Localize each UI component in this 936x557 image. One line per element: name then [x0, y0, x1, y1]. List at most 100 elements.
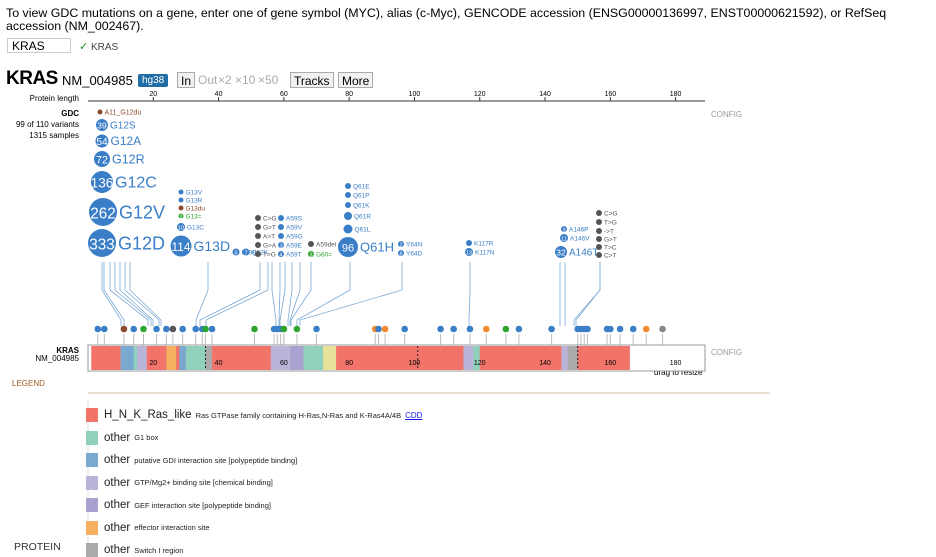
- mutation-lollipop[interactable]: A59S: [278, 215, 303, 222]
- protein-domain[interactable]: [120, 346, 134, 370]
- mutation-lollipop[interactable]: A>T: [255, 233, 275, 240]
- mutation-lollipop[interactable]: 262 G12V: [89, 198, 165, 226]
- mutation-lollipop[interactable]: A59V: [278, 224, 303, 231]
- mutation-disc[interactable]: [629, 325, 637, 333]
- mutation-lollipop[interactable]: 54 G12A: [95, 134, 142, 148]
- mutation-lollipop[interactable]: 2 Y64N: [398, 241, 423, 248]
- mutation-lollipop[interactable]: T>G: [596, 219, 617, 226]
- genome-badge[interactable]: hg38: [138, 74, 169, 87]
- protein-domain[interactable]: [303, 346, 324, 370]
- mutation-disc[interactable]: [616, 325, 624, 333]
- protein-domain[interactable]: [561, 346, 568, 370]
- mutation-lollipop[interactable]: 6 Y64D: [398, 250, 423, 257]
- protein-domain[interactable]: [463, 346, 474, 370]
- cdd-link[interactable]: CDD: [405, 410, 423, 420]
- mutation-disc[interactable]: [179, 325, 186, 333]
- protein-domain[interactable]: [185, 346, 206, 370]
- mutation-lollipop[interactable]: 39 G12S: [96, 119, 136, 132]
- mutation-disc[interactable]: [251, 325, 258, 333]
- mutation-disc[interactable]: [101, 325, 108, 333]
- tracks-button[interactable]: Tracks: [290, 72, 334, 88]
- mutation-lollipop[interactable]: C>T: [596, 252, 616, 259]
- mutation-lollipop[interactable]: A11_G12du: [97, 109, 142, 116]
- mutation-disc[interactable]: [169, 325, 177, 333]
- protein-domain[interactable]: [567, 346, 578, 370]
- mutation-disc[interactable]: [515, 325, 523, 333]
- protein-domain[interactable]: [323, 346, 337, 370]
- mutation-lollipop[interactable]: 3 A146P: [561, 226, 589, 233]
- protein-domain[interactable]: [136, 346, 147, 370]
- mutation-disc[interactable]: [208, 325, 216, 333]
- mutation-disc[interactable]: [548, 325, 555, 333]
- mutation-disc[interactable]: [466, 325, 474, 333]
- mutation-lollipop[interactable]: T>C: [596, 244, 617, 251]
- mutation-lollipop[interactable]: G13du: [178, 205, 206, 212]
- mutation-lollipop[interactable]: 136 G12C: [91, 171, 157, 193]
- mutation-lollipop[interactable]: 10 G13C: [177, 223, 204, 231]
- mutation-disc[interactable]: [502, 325, 510, 333]
- mutation-disc[interactable]: [381, 325, 389, 333]
- mutation-lollipop[interactable]: G13V: [178, 189, 203, 196]
- mutation-disc[interactable]: [280, 325, 288, 333]
- protein-config-button[interactable]: CONFIG: [711, 348, 743, 357]
- mutation-disc[interactable]: [482, 325, 490, 333]
- mutation-disc[interactable]: [401, 325, 408, 333]
- protein-bar[interactable]: 20 40 60 80 100 120 140 160 180: [87, 344, 706, 372]
- more-button[interactable]: More: [338, 72, 374, 88]
- mutation-disc[interactable]: [642, 325, 650, 333]
- mutation-lollipop[interactable]: Q61K: [345, 202, 370, 209]
- mutation-lollipop[interactable]: Q61P: [345, 192, 370, 199]
- mutation-lollipop[interactable]: 333 G12D: [88, 229, 165, 257]
- mutation-disc[interactable]: [450, 325, 457, 333]
- mutation-disc[interactable]: [163, 325, 170, 333]
- mutation-disc[interactable]: [202, 325, 209, 333]
- mutation-lollipop[interactable]: 32 A146T: [555, 246, 598, 259]
- protein-domain[interactable]: [270, 346, 291, 370]
- mutation-lollipop[interactable]: A59G: [278, 233, 303, 240]
- mutation-lollipop[interactable]: 3 G60=: [308, 251, 332, 258]
- zoom-x50-button[interactable]: ×50: [258, 73, 279, 87]
- mutation-lollipop[interactable]: G>T: [596, 236, 617, 243]
- mutation-lollipop[interactable]: 4 A59T: [278, 251, 302, 258]
- mutation-lollipop[interactable]: G>A: [255, 242, 277, 249]
- mutation-disc[interactable]: [153, 325, 160, 333]
- mutation-disc[interactable]: [607, 325, 614, 333]
- drag-resize-handle[interactable]: drag to resize: [654, 368, 703, 377]
- mutation-lollipop[interactable]: 2 G13=: [178, 213, 202, 220]
- zoom-x10-button[interactable]: ×10: [235, 73, 256, 87]
- mutation-disc[interactable]: [584, 325, 591, 333]
- mutation-lollipop[interactable]: ->T: [596, 228, 614, 235]
- mutation-lollipop[interactable]: A59del: [308, 241, 337, 248]
- mutation-disc[interactable]: [659, 325, 666, 333]
- mutation-disc[interactable]: [313, 325, 320, 333]
- mutation-lollipop[interactable]: 96 Q61H: [338, 237, 394, 257]
- mutation-disc[interactable]: [140, 325, 147, 333]
- protein-domain[interactable]: [166, 346, 177, 370]
- mutation-lollipop[interactable]: Q61E: [345, 183, 370, 190]
- zoom-x2-button[interactable]: ×2: [218, 73, 232, 87]
- mutation-lollipop[interactable]: G13R: [178, 197, 203, 204]
- mutation-lollipop[interactable]: 114 G13D: [170, 235, 231, 257]
- mutation-lollipop[interactable]: 72 G12R: [94, 151, 145, 167]
- mutation-lollipop[interactable]: C>G: [255, 215, 277, 222]
- mutation-lollipop[interactable]: G>T: [255, 224, 276, 231]
- mutation-lollipop[interactable]: 13 K117N: [465, 248, 495, 256]
- mutation-lollipop[interactable]: T>G: [255, 251, 276, 258]
- mutation-lollipop[interactable]: K117R: [466, 240, 494, 247]
- mutation-disc[interactable]: [192, 325, 200, 333]
- mutation-disc[interactable]: [130, 325, 138, 333]
- mutation-disc[interactable]: [120, 325, 128, 333]
- track-config-button[interactable]: CONFIG: [711, 110, 743, 119]
- mutation-lollipop[interactable]: 3 A59E: [278, 242, 303, 249]
- mutation-disc[interactable]: [293, 325, 301, 333]
- mutation-lollipop[interactable]: C>G: [596, 210, 618, 217]
- mutation-disc[interactable]: [375, 325, 382, 333]
- mutation-lollipop[interactable]: Q61L: [343, 224, 371, 234]
- zoom-out-button[interactable]: Out: [198, 73, 218, 87]
- mutation-lollipop[interactable]: 11 A146V: [560, 234, 590, 242]
- gene-search-input[interactable]: KRAS: [7, 38, 71, 53]
- protein-domain[interactable]: [290, 346, 304, 370]
- mutation-lollipop[interactable]: Q61R: [344, 212, 371, 220]
- mutation-disc[interactable]: [437, 325, 444, 333]
- zoom-in-button[interactable]: In: [177, 72, 196, 88]
